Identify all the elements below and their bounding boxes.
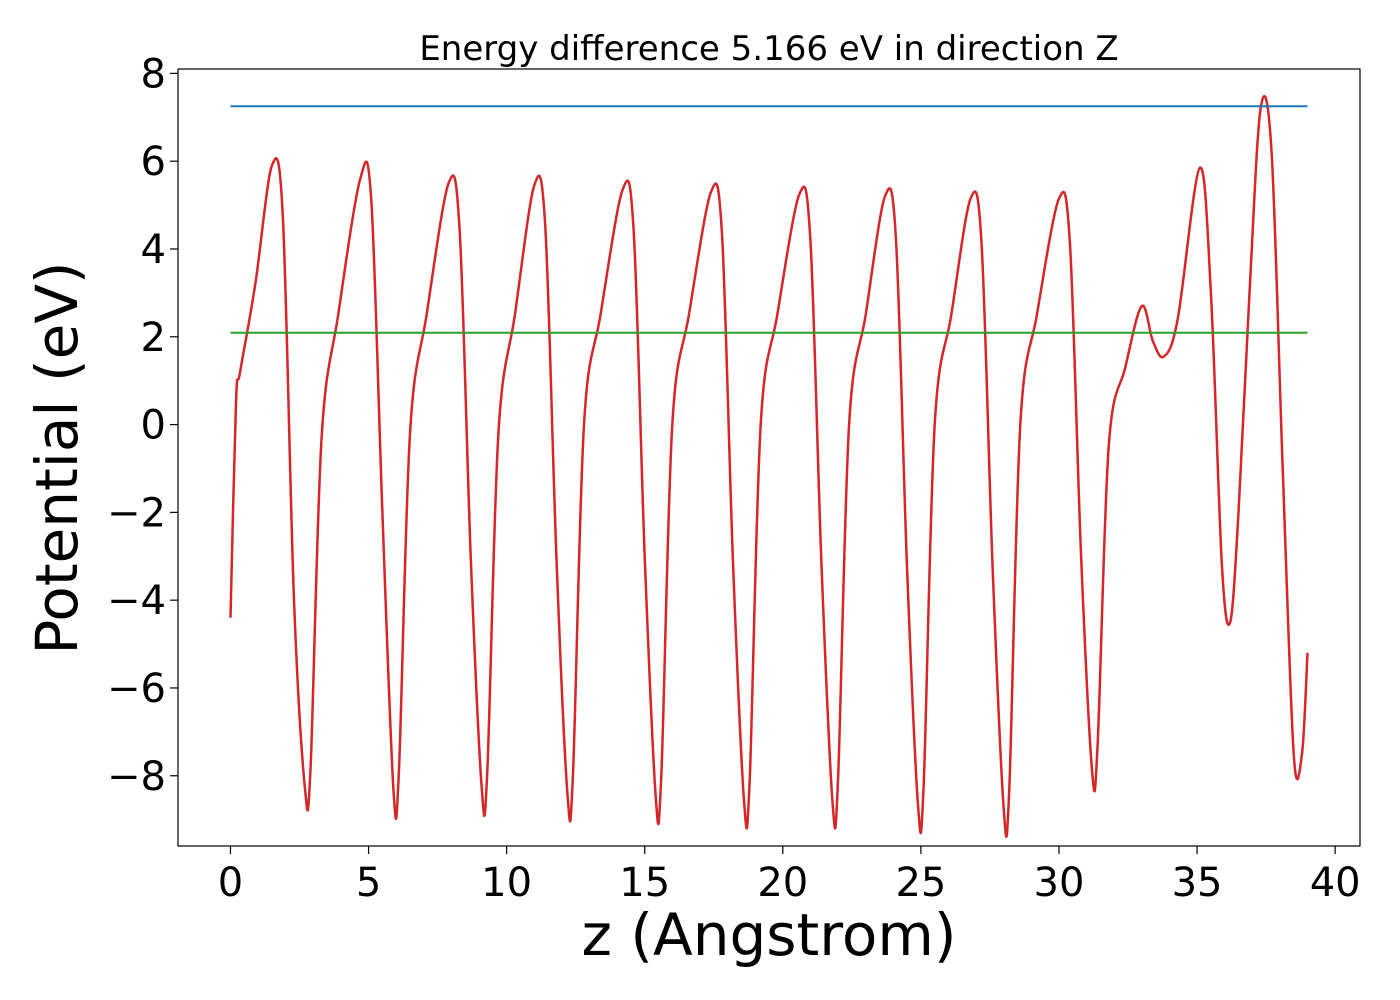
x-axis-label: z (Angstrom)	[582, 901, 957, 969]
x-tick-label: 25	[895, 860, 946, 906]
y-tick-label: 0	[141, 403, 166, 449]
series-line-0	[229, 95, 1309, 838]
x-tick-label: 5	[356, 860, 381, 906]
x-tick-label: 35	[1172, 860, 1223, 906]
x-tick-label: 40	[1310, 860, 1361, 906]
y-tick-label: −6	[107, 666, 166, 712]
y-tick-label: −8	[107, 754, 166, 800]
y-tick-label: −4	[107, 578, 166, 624]
x-tick-label: 20	[757, 860, 808, 906]
y-tick-label: 8	[141, 51, 166, 97]
y-axis-label: Potential (eV)	[23, 261, 91, 654]
y-axis: −8 −6 −4 −2 0 2 4 6 8	[107, 51, 178, 800]
y-tick-label: 4	[141, 227, 166, 273]
x-tick-label: 0	[218, 860, 243, 906]
chart-title: Energy difference 5.166 eV in direction …	[419, 29, 1118, 69]
y-tick-label: −2	[107, 490, 166, 536]
x-tick-label: 30	[1034, 860, 1085, 906]
x-tick-label: 10	[481, 860, 532, 906]
y-tick-label: 6	[141, 139, 166, 185]
plot-frame	[177, 68, 1361, 847]
y-tick-label: 2	[141, 315, 166, 361]
x-tick-label: 15	[619, 860, 670, 906]
x-axis: 0 5 10 15 20 25 30 35 40	[218, 846, 1361, 906]
series-group	[229, 95, 1309, 838]
